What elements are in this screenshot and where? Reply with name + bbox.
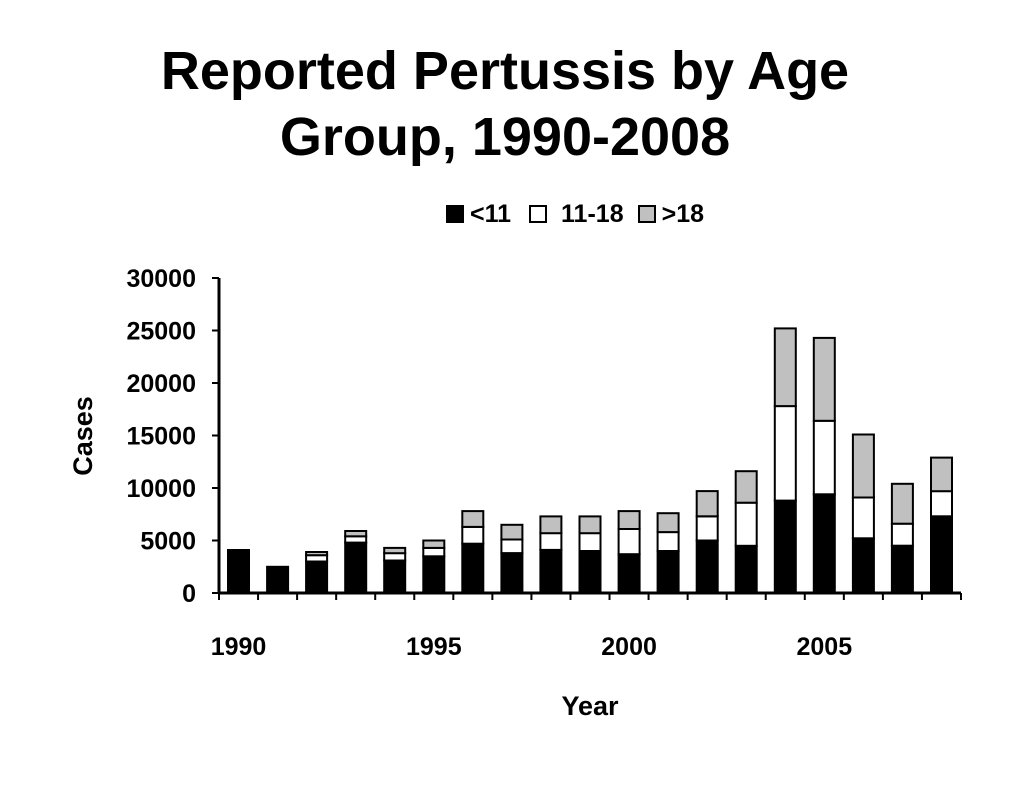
bar-2006-series-1 [851,496,875,540]
bar-1996-series-2 [461,510,485,528]
bar-2001-series-0 [656,550,680,594]
legend-swatch-over-18 [637,205,656,223]
bar-2004-series-0 [773,499,797,595]
bar-1997-series-2 [500,523,524,541]
x-axis-label: Year [561,691,619,721]
bar-1993-series-2 [344,530,368,538]
bar-1996-series-0 [461,542,485,594]
bar-1993-series-0 [344,541,368,594]
bar-2008-series-2 [930,456,953,493]
y-axis-label: Cases [68,396,98,476]
bar-2000-series-0 [617,553,641,594]
bar-1999-series-2 [578,515,602,535]
legend-label-over-18: >18 [661,199,705,228]
bar-2002-series-2 [695,490,719,518]
bar-1994-series-0 [383,559,407,594]
chart-title-line-2: Group, 1990-2008 [279,107,731,167]
bar-2007-series-2 [890,482,914,525]
bar-1998-series-2 [539,515,563,535]
bar-2007-series-0 [890,544,914,595]
y-tick-label-10000: 10000 [126,475,196,503]
x-tick-label-1995: 1995 [406,633,462,661]
x-tick-label-2005: 2005 [796,633,852,661]
legend-item-11-18: 11-18 [525,200,624,229]
bar-1999-series-0 [578,550,602,594]
legend-label-11-18: 11-18 [561,199,624,228]
bar-2008-series-1 [930,490,953,518]
y-tick-label-0: 0 [182,580,196,608]
bar-2008-series-0 [930,515,953,595]
bar-2006-series-2 [851,433,875,499]
bar-1999-series-1 [578,532,602,552]
bar-1994-series-2 [383,546,407,555]
x-tick-label-2000: 2000 [601,633,657,661]
bar-2001-series-1 [656,531,680,552]
bar-2005-series-0 [812,493,836,594]
bar-1990-series-0 [227,549,250,594]
legend-label-under-11: <11 [470,199,512,228]
y-tick-label-30000: 30000 [126,265,196,293]
bar-2005-series-2 [812,336,836,422]
bar-2004-series-1 [773,405,797,502]
bar-2003-series-1 [734,501,758,547]
legend-item-under-11: <11 [446,200,511,229]
bar-2005-series-1 [812,419,836,496]
legend-swatch-under-11 [446,205,464,223]
bar-2007-series-1 [890,522,914,547]
bar-2003-series-2 [734,470,758,504]
bar-1995-series-1 [422,546,446,558]
bar-1992-series-0 [305,560,329,594]
bar-1995-series-2 [422,539,446,549]
bar-2000-series-1 [617,528,641,556]
chart-title-line-1: Reported Pertussis by Age [160,41,850,101]
chart-legend: <11 11-18 >18 [446,200,718,228]
y-tick-label-20000: 20000 [126,370,196,398]
chart-title: Reported Pertussis by Age Group, 1990-20… [0,38,1010,170]
bar-1996-series-1 [461,525,485,545]
y-tick-label-15000: 15000 [126,423,196,451]
bars-group [227,327,953,595]
bar-2004-series-2 [773,327,797,408]
y-tick-label-5000: 5000 [140,528,196,556]
bar-1998-series-0 [539,549,563,594]
bar-2003-series-0 [734,544,758,595]
bar-1998-series-1 [539,532,563,551]
bar-1997-series-0 [500,552,524,594]
x-tick-label-1990: 1990 [211,633,267,661]
bar-2001-series-2 [656,512,680,534]
y-tick-label-25000: 25000 [126,318,196,346]
bar-1994-series-1 [383,552,407,562]
bar-1991-series-0 [266,565,290,595]
bar-1997-series-1 [500,538,524,555]
bar-2002-series-1 [695,515,719,542]
bar-1992-series-2 [305,551,329,557]
bar-2002-series-0 [695,539,719,594]
bar-1995-series-0 [422,555,446,595]
legend-swatch-11-18 [529,205,548,223]
axes-group: 0 5000 10000 15000 20000 25000 30000 1990 1995 20… [126,265,962,661]
bar-2006-series-0 [851,537,875,595]
bar-2000-series-2 [617,510,641,531]
legend-item-over-18: >18 [637,199,705,229]
